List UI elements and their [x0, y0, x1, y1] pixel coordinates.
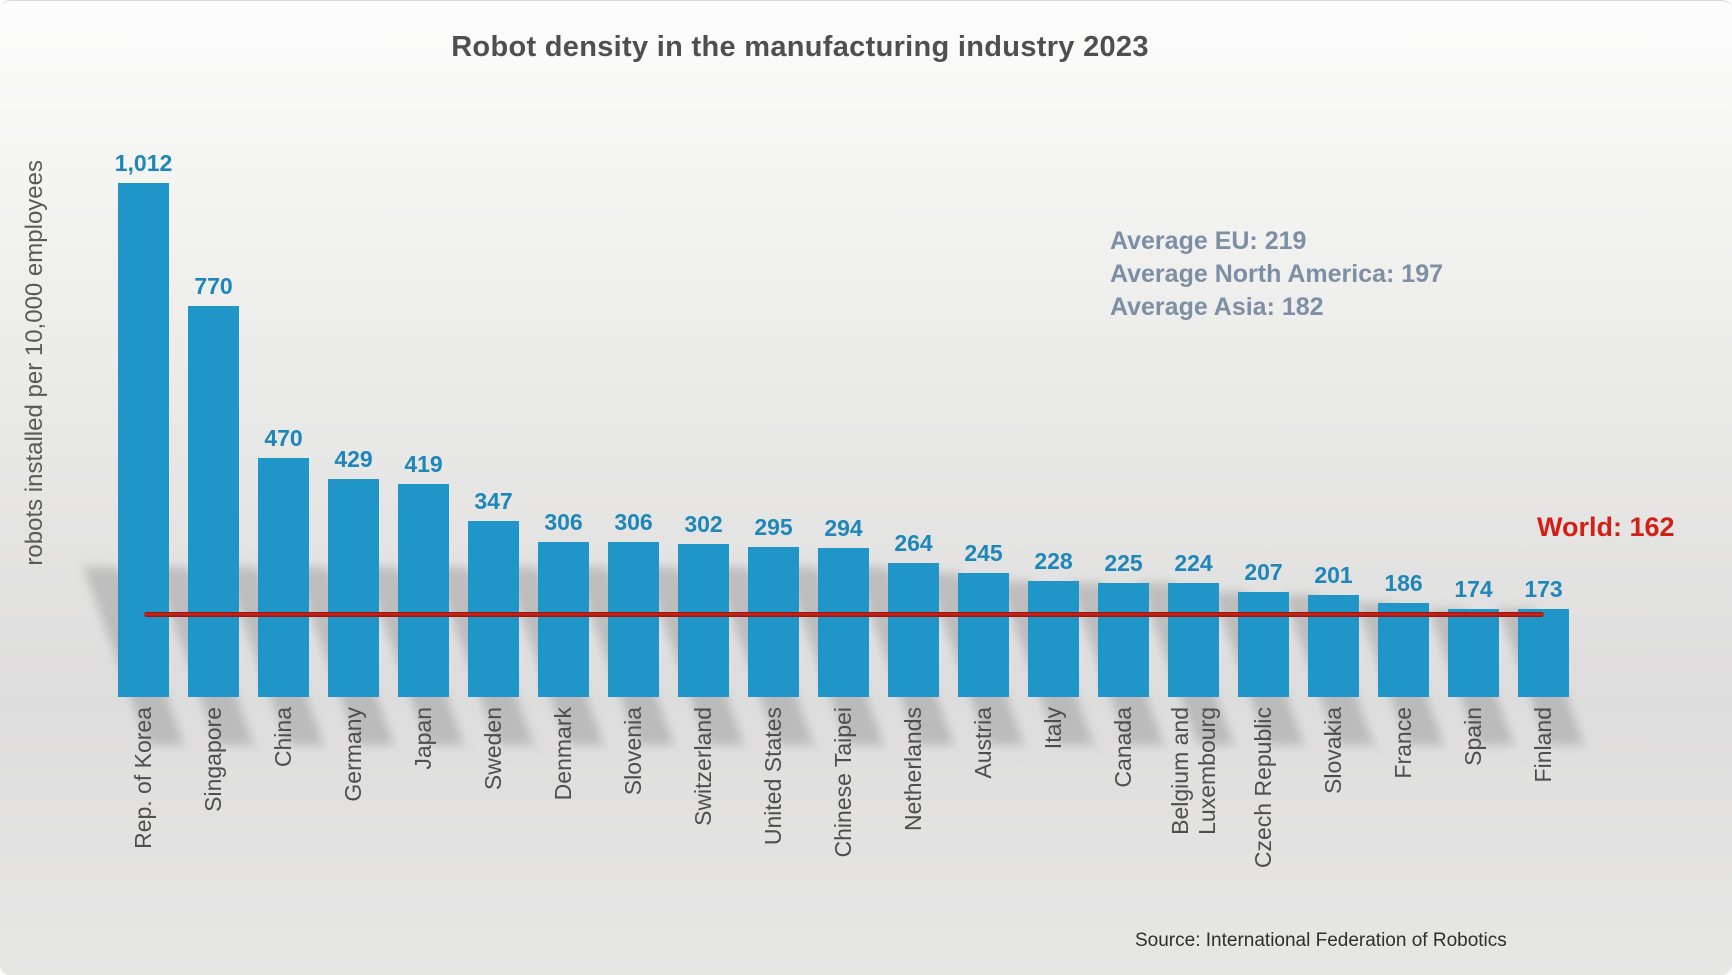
bar-slovakia [1308, 595, 1359, 697]
bar-value-label: 302 [684, 511, 723, 537]
region-averages-annotation: Average EU: 219 Average North America: 1… [1110, 225, 1443, 324]
bar-netherlands [888, 563, 939, 697]
bar-singapore [188, 306, 239, 697]
chart-title: Robot density in the manufacturing indus… [451, 31, 1149, 63]
category-label: Chinese Taipei [830, 707, 856, 858]
bar-value-label: 174 [1454, 576, 1493, 602]
category-label: France [1390, 707, 1416, 779]
bar-value-label: 295 [754, 514, 793, 540]
world-average-label: World: 162 [1537, 512, 1675, 542]
bar-value-label: 294 [824, 515, 863, 541]
bar-value-label: 201 [1314, 562, 1353, 588]
bar-value-label: 419 [404, 451, 443, 477]
category-label: China [270, 707, 296, 768]
category-label: Rep. of Korea [130, 707, 156, 849]
average-north-america: Average North America: 197 [1110, 260, 1444, 288]
category-label: Italy [1040, 707, 1066, 750]
bar-austria [958, 573, 1009, 697]
bar-value-label: 264 [894, 530, 933, 556]
category-label: Singapore [200, 707, 226, 812]
bar-italy [1028, 581, 1079, 697]
bar-czech-republic [1238, 592, 1289, 697]
category-label: Slovakia [1320, 707, 1346, 794]
bar-value-label: 770 [194, 273, 233, 299]
bar-value-label: 225 [1104, 550, 1143, 576]
bar-value-label: 1,012 [114, 150, 173, 176]
category-label: Sweden [480, 707, 506, 791]
bar-value-label: 207 [1244, 559, 1283, 585]
bar-japan [398, 484, 449, 697]
y-axis-label: robots installed per 10,000 employees [21, 160, 48, 566]
category-label: Japan [410, 707, 436, 770]
bar-value-label: 224 [1174, 550, 1213, 576]
bar-value-label: 306 [614, 509, 653, 535]
bar-united-states [748, 547, 799, 697]
bar-belgium-and-luxembourg [1168, 583, 1219, 697]
bar-value-label: 429 [334, 446, 373, 472]
bar-switzerland [678, 544, 729, 697]
bar-value-label: 173 [1524, 576, 1563, 602]
bar-finland [1518, 609, 1569, 697]
world-average-line [143, 612, 1544, 617]
bar-chinese-taipei [818, 548, 869, 697]
source-attribution: Source: International Federation of Robo… [1135, 930, 1507, 951]
category-label: Belgium and Luxembourg [1166, 707, 1220, 835]
category-label: Spain [1460, 707, 1486, 766]
average-asia: Average Asia: 182 [1110, 293, 1324, 321]
category-label: Slovenia [620, 707, 646, 796]
category-label: Austria [970, 707, 996, 779]
bar-china [258, 458, 309, 697]
bar-value-label: 347 [474, 488, 513, 514]
category-label: Canada [1110, 707, 1136, 788]
category-label: Finland [1530, 707, 1556, 783]
bar-value-label: 306 [544, 509, 583, 535]
bar-germany [328, 479, 379, 697]
bar-slovenia [608, 542, 659, 697]
bar-canada [1098, 583, 1149, 697]
bar-value-label: 470 [264, 425, 303, 451]
category-label: Czech Republic [1250, 707, 1276, 869]
bar-value-label: 228 [1034, 548, 1073, 574]
category-label: Switzerland [690, 707, 716, 826]
bar-value-label: 245 [964, 540, 1003, 566]
category-label: Netherlands [900, 707, 926, 832]
category-label: United States [760, 707, 786, 846]
average-eu: Average EU: 219 [1110, 227, 1307, 255]
category-label: Germany [340, 707, 366, 802]
bar-denmark [538, 542, 589, 697]
bar-sweden [468, 521, 519, 697]
bar-france [1378, 603, 1429, 697]
category-label: Denmark [550, 707, 576, 801]
bar-value-label: 186 [1384, 570, 1423, 596]
bar-spain [1448, 609, 1499, 697]
bar-rep.-of-korea [118, 183, 169, 697]
